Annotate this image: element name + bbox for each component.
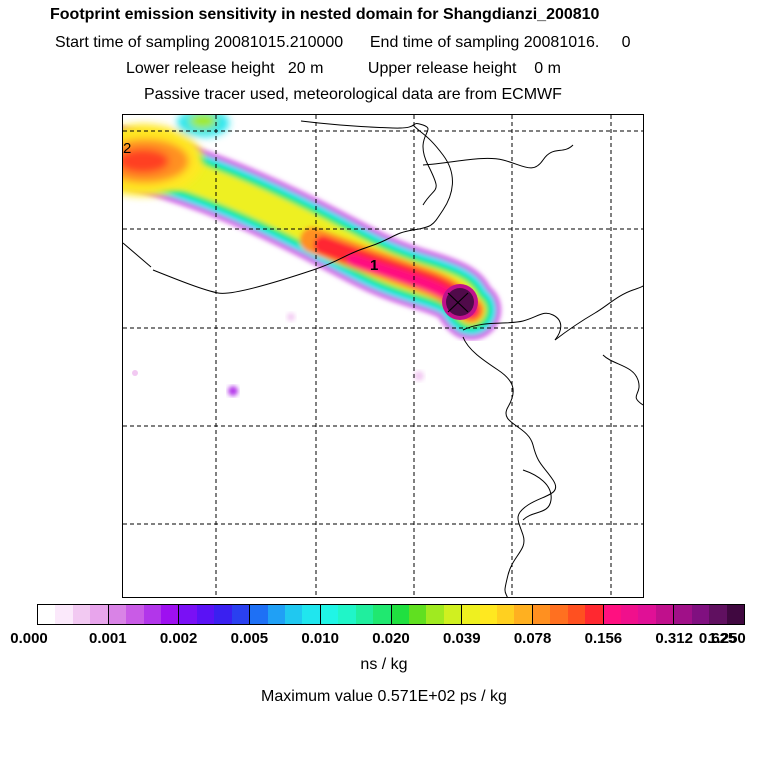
colorbar-swatch (284, 605, 303, 624)
colorbar-swatch (550, 605, 568, 624)
colorbar-swatch (709, 605, 727, 624)
coastlines (123, 120, 643, 597)
colorbar-swatch (479, 605, 498, 624)
colorbar-swatch (250, 605, 268, 624)
colorbar-tick-label: 0.039 (443, 630, 481, 647)
colorbar-segment (108, 605, 180, 624)
spot-light-c (287, 313, 295, 321)
colorbar-swatch (320, 605, 339, 624)
border-north (300, 120, 437, 206)
receptor-core (446, 288, 474, 316)
spot-purple (228, 386, 238, 396)
border-east (422, 144, 574, 169)
colorbar-tick-label: 0.001 (89, 630, 127, 647)
colorbar-tick-label: 0.002 (159, 630, 198, 647)
colorbar-swatch (231, 605, 250, 624)
spot-light-a (414, 371, 424, 381)
colorbar-swatch (655, 605, 674, 624)
spot-light-b (132, 370, 138, 376)
colorbar-swatch (143, 605, 161, 624)
colorbar-tick-label: 1.250 (708, 630, 746, 647)
colorbar-segment (250, 605, 321, 624)
colorbar-segment (674, 605, 745, 624)
coast-far-east (602, 354, 643, 406)
colorbar-swatch (179, 605, 197, 624)
colorbar-tick-label: 0.005 (230, 630, 269, 647)
colorbar-unit: ns / kg (360, 656, 408, 673)
colorbar-swatch (338, 605, 356, 624)
colorbar-swatch (302, 605, 320, 624)
release-heights: Lower release height 20 m Upper release … (126, 60, 561, 77)
colorbar-segment (320, 605, 392, 624)
colorbar-tick-label: 0.020 (372, 630, 410, 647)
sampling-times: Start time of sampling 20081015.210000 E… (55, 34, 631, 51)
trajectory-label-1: 1 (370, 257, 378, 274)
colorbar-swatch (373, 605, 391, 624)
maximum-value: Maximum value 0.571E+02 ps / kg (261, 688, 507, 705)
hotspot-green-top (189, 115, 217, 129)
colorbar-swatch (126, 605, 144, 624)
plot-title: Footprint emission sensitivity in nested… (50, 6, 600, 23)
colorbar-segment (179, 605, 251, 624)
footprint-map: 2 1 (122, 114, 644, 598)
coast-bay (462, 312, 562, 341)
colorbar-tick-label: 0.000 (10, 630, 48, 647)
colorbar-swatch (726, 605, 745, 624)
colorbar-swatch (603, 605, 622, 624)
colorbar-swatch (514, 605, 532, 624)
colorbar-segment (462, 605, 533, 624)
tracer-info: Passive tracer used, meteorological data… (144, 86, 562, 103)
colorbar-swatch (567, 605, 586, 624)
colorbar-swatch (108, 605, 127, 624)
colorbar-swatch (638, 605, 656, 624)
colorbar-swatch (355, 605, 374, 624)
colorbar-tick-label: 0.625 (698, 630, 737, 647)
receptor-marker-icon (447, 292, 469, 313)
trajectory-label-2: 2 (123, 140, 131, 157)
colorbar-swatch (462, 605, 480, 624)
hotspot-red (123, 149, 169, 173)
coast-peninsula (554, 285, 643, 341)
colorbar-swatch (691, 605, 710, 624)
coast-west (123, 242, 152, 268)
colorbar (37, 604, 745, 625)
coast-north (152, 124, 453, 294)
colorbar-swatch (214, 605, 232, 624)
coast-island (522, 469, 552, 521)
colorbar-tick-label: 0.078 (513, 630, 552, 647)
colorbar-swatch (426, 605, 444, 624)
colorbar-swatch (585, 605, 603, 624)
colorbar-swatch (267, 605, 285, 624)
coast-east (462, 336, 556, 597)
colorbar-swatch (391, 605, 409, 624)
colorbar-tick-label: 0.010 (301, 630, 339, 647)
colorbar-segment (391, 605, 463, 624)
colorbar-swatch (674, 605, 692, 624)
colorbar-swatch (38, 605, 56, 624)
colorbar-tick-label: 0.156 (584, 630, 623, 647)
colorbar-swatch (160, 605, 179, 624)
colorbar-segment (603, 605, 675, 624)
colorbar-swatch (196, 605, 215, 624)
scattered-spots (132, 313, 424, 396)
map-canvas: 2 1 (123, 115, 643, 597)
colorbar-swatch (532, 605, 551, 624)
colorbar-segment (38, 605, 109, 624)
colorbar-swatch (497, 605, 515, 624)
colorbar-tick-label: 0.312 (655, 630, 693, 647)
colorbar-swatch (72, 605, 91, 624)
colorbar-swatch (443, 605, 462, 624)
colorbar-swatch (90, 605, 108, 624)
colorbar-segment (532, 605, 604, 624)
colorbar-swatch (408, 605, 427, 624)
colorbar-swatch (621, 605, 639, 624)
colorbar-swatch (55, 605, 73, 624)
map-grid (123, 115, 643, 597)
